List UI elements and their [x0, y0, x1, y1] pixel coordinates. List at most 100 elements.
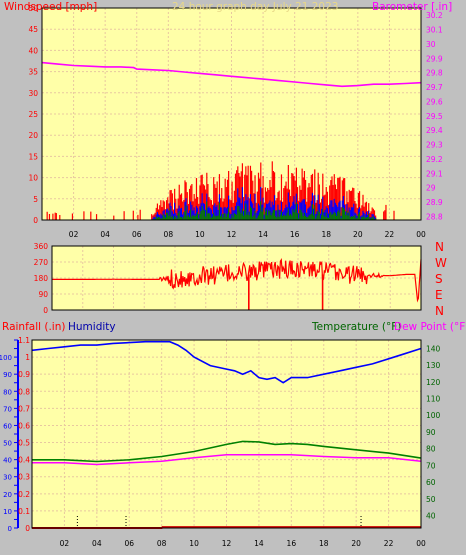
humidity-tick-label: 100 — [0, 354, 12, 362]
wind-series — [46, 161, 395, 220]
wind-direction-line — [52, 257, 422, 303]
wind-tick-label: 15 — [28, 152, 38, 161]
barometer-tick-label: 28.9 — [426, 198, 443, 207]
compass-label: N — [435, 240, 444, 254]
temperature-tick-label: 140 — [426, 344, 441, 353]
barometer-label: Barometer [.in] — [372, 1, 452, 13]
rainfall-tick-label: 0.7 — [18, 404, 30, 413]
temperature-tick-label: 110 — [426, 394, 441, 403]
barometer-tick-label: 29.2 — [426, 155, 443, 164]
dewpoint-line — [32, 454, 422, 466]
time-tick-label: 10 — [189, 539, 199, 548]
time-tick-label: 14 — [258, 230, 268, 239]
time-tick-label: 04 — [100, 230, 110, 239]
time-tick-label: 06 — [132, 230, 142, 239]
wind-tick-label: 30 — [28, 89, 38, 98]
rainfall-tick-label: 0.4 — [18, 456, 30, 465]
time-tick-label: 22 — [385, 230, 395, 239]
compass-label: S — [435, 272, 443, 286]
rainfall-tick-label: 1 — [25, 353, 30, 362]
barometer-tick-label: 29.1 — [426, 169, 443, 178]
humidity-tick-label: 70 — [3, 405, 12, 413]
time-tick-label: 20 — [351, 539, 361, 548]
time-tick-label: 02 — [69, 230, 79, 239]
wind-tick-label: 5 — [33, 195, 38, 204]
barometer-tick-label: 29.4 — [426, 126, 443, 135]
barometer-tick-label: 29.7 — [426, 83, 443, 92]
humidity-line — [31, 340, 422, 384]
compass-label: E — [435, 288, 443, 302]
humidity-tick-label: 80 — [3, 388, 12, 396]
humidity-tick-label: 50 — [3, 440, 12, 448]
temperature-label: Temperature (°F) — [311, 321, 401, 333]
wind-tick-label: 35 — [28, 68, 38, 77]
time-tick-label: 12 — [222, 539, 232, 548]
barometer-tick-label: 29 — [426, 184, 436, 193]
time-tick-label: 02 — [60, 539, 70, 548]
barometer-tick-label: 30.1 — [426, 26, 443, 35]
time-tick-label: 10 — [195, 230, 205, 239]
time-tick-label: 16 — [290, 230, 300, 239]
compass-label: W — [435, 256, 447, 270]
rainfall-tick-label: 0.8 — [18, 387, 30, 396]
temperature-tick-label: 130 — [426, 361, 441, 370]
time-tick-label: 18 — [319, 539, 329, 548]
time-tick-label: 04 — [92, 539, 102, 548]
temperature-tick-label: 120 — [426, 378, 441, 387]
dewpoint-label: Dew Point (°F) — [394, 321, 466, 333]
direction-series — [52, 257, 422, 310]
rainfall-tick-label: 0.1 — [18, 507, 30, 516]
barometer-tick-label: 29.8 — [426, 69, 443, 78]
chart-title: 24 hour graph day July 21 2023 — [172, 1, 338, 13]
rainfall-tick-label: 0.9 — [18, 370, 30, 379]
time-tick-label: 00 — [416, 230, 426, 239]
rainfall-tick-label: 0 — [25, 524, 30, 533]
temperature-tick-label: 80 — [426, 445, 436, 454]
wind-tick-label: 20 — [28, 131, 38, 140]
rainfall-tick-label: 0.2 — [18, 490, 30, 499]
humidity-tick-label: 60 — [3, 422, 12, 430]
time-tick-label: 06 — [124, 539, 134, 548]
rainfall-label: Rainfall (.in) — [2, 321, 65, 333]
wind-tick-label: 50 — [28, 4, 38, 13]
direction-tick-label: 360 — [34, 242, 49, 251]
temperature-tick-label: 50 — [426, 495, 436, 504]
time-tick-label: 18 — [321, 230, 331, 239]
humidity-tick-label: 90 — [3, 371, 12, 379]
compass-label: N — [435, 304, 444, 318]
time-tick-label: 08 — [157, 539, 167, 548]
direction-tick-label: 180 — [34, 274, 49, 283]
climate-panel — [32, 339, 422, 528]
wind-tick-label: 40 — [28, 46, 38, 55]
time-tick-label: 22 — [384, 539, 394, 548]
barometer-tick-label: 29.6 — [426, 97, 443, 106]
windspeed-label: Windspeed [mph] — [4, 1, 97, 13]
temperature-tick-label: 60 — [426, 478, 436, 487]
temperature-line — [32, 440, 422, 463]
time-tick-label: 00 — [416, 539, 426, 548]
humidity-label: Humidity — [68, 321, 116, 333]
temperature-tick-label: 90 — [426, 428, 436, 437]
humidity-tick-label: 10 — [3, 508, 12, 516]
time-tick-label: 20 — [353, 230, 363, 239]
rainfall-tick-label: 1.1 — [18, 336, 30, 345]
time-tick-label: 08 — [164, 230, 174, 239]
humidity-tick-label: 0 — [8, 525, 12, 533]
time-tick-label: 12 — [227, 230, 237, 239]
direction-tick-label: 0 — [43, 306, 48, 315]
wind-panel — [42, 7, 422, 220]
humidity-tick-label: 30 — [3, 474, 12, 482]
direction-tick-label: 270 — [34, 258, 49, 267]
temperature-tick-label: 70 — [426, 461, 436, 470]
barometer-tick-label: 30 — [426, 40, 436, 49]
rainfall-tick-label: 0.3 — [18, 473, 30, 482]
wind-tick-label: 10 — [28, 174, 38, 183]
time-tick-label: 16 — [287, 539, 297, 548]
temperature-tick-label: 100 — [426, 411, 441, 420]
temperature-tick-label: 40 — [426, 511, 436, 520]
time-tick-label: 14 — [254, 539, 264, 548]
direction-panel-frame — [51, 245, 422, 311]
humidity-tick-label: 20 — [3, 491, 12, 499]
direction-tick-label: 90 — [38, 290, 48, 299]
